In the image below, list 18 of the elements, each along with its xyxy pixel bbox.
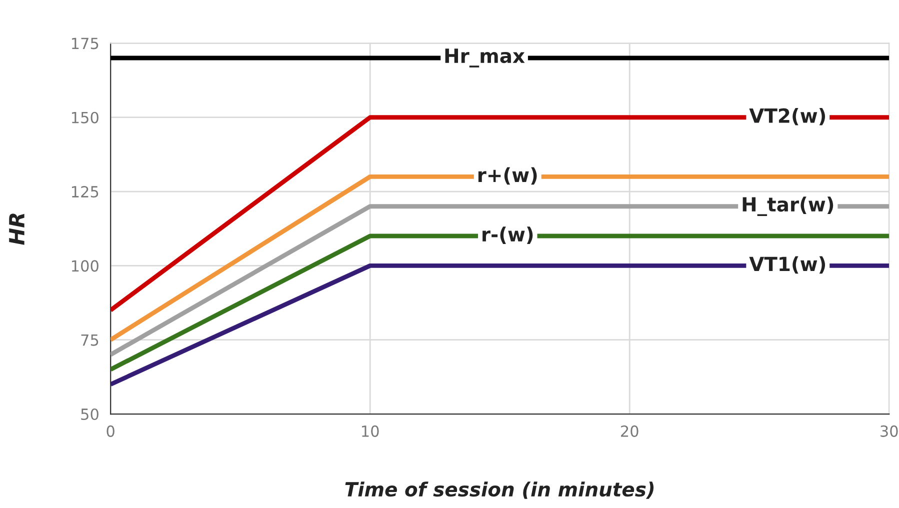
y-tick-label: 150 <box>72 112 98 124</box>
y-axis-title: HR <box>9 214 24 245</box>
y-tick-label: 175 <box>72 38 98 50</box>
series-label: r+(w) <box>478 167 537 185</box>
y-tick-label: 125 <box>72 186 98 198</box>
series-label: H_tar(w) <box>742 196 834 216</box>
series-label: r-(w) <box>482 226 533 244</box>
series-label: VT1(w) <box>749 256 826 274</box>
series-label: Hr_max <box>445 48 525 68</box>
y-tick-label: 75 <box>81 334 98 346</box>
x-tick-label: 0 <box>106 425 114 437</box>
x-tick-label: 30 <box>880 425 898 437</box>
y-tick-label: 100 <box>72 260 98 272</box>
series-label: VT2(w) <box>749 108 826 126</box>
x-tick-label: 20 <box>621 425 638 437</box>
y-tick-label: 50 <box>81 408 98 420</box>
x-axis-title: Time of session (in minutes) <box>345 482 654 499</box>
x-tick-label: 10 <box>362 425 379 437</box>
